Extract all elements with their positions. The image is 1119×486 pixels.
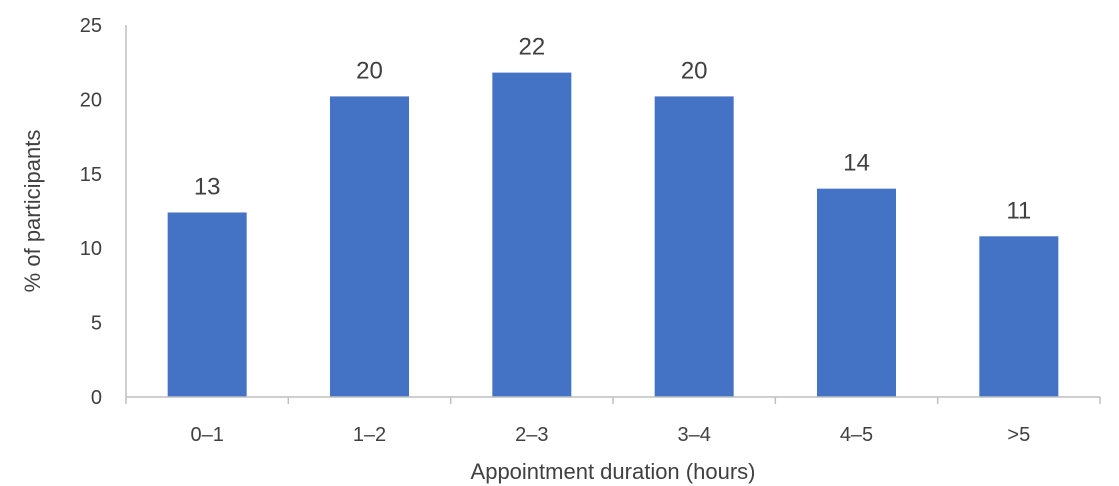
x-tick-label: 4–5	[840, 424, 873, 446]
data-label: 11	[1006, 197, 1031, 224]
y-axis-title: % of participants	[20, 130, 45, 293]
x-axis-tick-marks	[125, 397, 1101, 404]
y-tick-label: 5	[91, 313, 102, 335]
bar	[492, 72, 572, 397]
data-label: 22	[518, 34, 545, 61]
y-tick-label: 20	[80, 89, 102, 111]
y-tick-label: 15	[80, 164, 102, 186]
bar	[817, 188, 896, 397]
bar	[654, 96, 734, 397]
x-tick-label: 3–4	[677, 424, 710, 446]
bar	[979, 236, 1059, 397]
y-tick-label: 0	[91, 387, 102, 409]
x-axis-title: Appointment duration (hours)	[471, 459, 756, 484]
x-tick-label: >5	[1007, 424, 1030, 446]
x-axis-tick-labels: 0–1 1–2 2–3 3–4 4–5 >5	[190, 424, 1030, 446]
y-axis-tick-labels: 0 5 10 15 20 25	[80, 15, 102, 409]
bar	[330, 96, 409, 397]
x-tick-label: 2–3	[515, 424, 548, 446]
data-label: 20	[681, 57, 708, 84]
bars	[167, 72, 1059, 397]
y-tick-label: 10	[80, 238, 102, 260]
bar	[167, 212, 247, 397]
data-label: 14	[843, 150, 870, 177]
data-label: 20	[356, 57, 383, 84]
data-label: 13	[194, 173, 221, 200]
x-tick-label: 1–2	[353, 424, 386, 446]
x-tick-label: 0–1	[190, 424, 223, 446]
data-labels: 13 20 22 20 14 11	[194, 34, 1031, 225]
y-tick-label: 25	[80, 15, 102, 37]
